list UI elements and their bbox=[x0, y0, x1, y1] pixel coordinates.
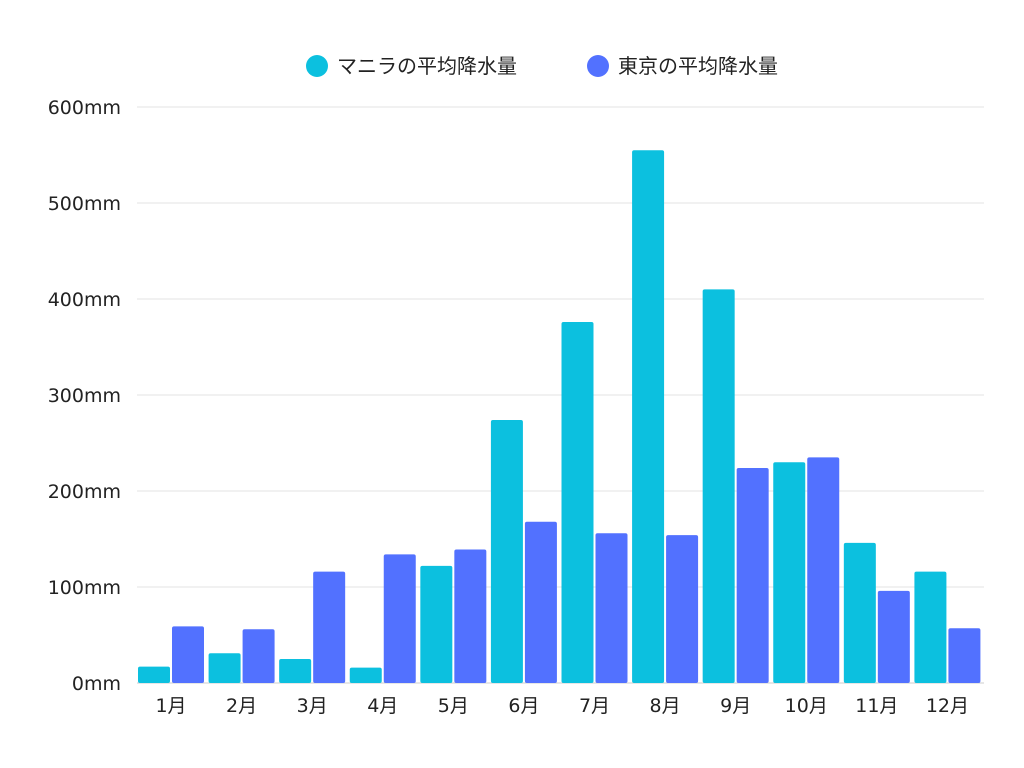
y-axis: 0mm 100mm 200mm 300mm 400mm 500mm 600mm bbox=[48, 97, 121, 695]
bar-manila-11 bbox=[843, 542, 876, 683]
x-tick-label: 12月 bbox=[926, 695, 969, 717]
bar-manila-10 bbox=[773, 462, 806, 683]
bar-tokyo-10 bbox=[807, 457, 840, 683]
bar-tokyo-6 bbox=[524, 521, 557, 683]
x-tick-label: 4月 bbox=[367, 695, 398, 717]
bar-manila-5 bbox=[420, 565, 453, 683]
x-tick-label: 8月 bbox=[650, 695, 681, 717]
bar-tokyo-3 bbox=[313, 571, 346, 683]
x-tick-label: 1月 bbox=[155, 695, 186, 717]
bar-manila-2 bbox=[208, 653, 241, 683]
x-axis: 1月 2月 3月 4月 5月 6月 7月 8月 9月 10月 11月 12月 bbox=[155, 695, 969, 717]
y-tick-label: 400mm bbox=[48, 289, 121, 311]
x-tick-label: 6月 bbox=[508, 695, 539, 717]
bar-tokyo-9 bbox=[736, 467, 769, 683]
x-tick-label: 5月 bbox=[438, 695, 469, 717]
x-tick-label: 3月 bbox=[297, 695, 328, 717]
bar-manila-8 bbox=[632, 150, 665, 683]
bar-tokyo-2 bbox=[242, 629, 275, 683]
x-tick-label: 10月 bbox=[785, 695, 828, 717]
legend-swatch-manila bbox=[306, 55, 328, 77]
y-tick-label: 200mm bbox=[48, 481, 121, 503]
y-tick-label: 0mm bbox=[72, 673, 121, 695]
bar-manila-1 bbox=[138, 666, 170, 683]
y-tick-label: 500mm bbox=[48, 193, 121, 215]
bar-manila-4 bbox=[349, 667, 382, 683]
bars bbox=[138, 150, 981, 683]
y-tick-label: 100mm bbox=[48, 577, 121, 599]
legend-swatch-tokyo bbox=[587, 55, 609, 77]
bar-manila-3 bbox=[279, 659, 312, 683]
bar-manila-12 bbox=[914, 571, 947, 683]
bar-manila-9 bbox=[702, 289, 735, 683]
bar-tokyo-12 bbox=[948, 628, 981, 683]
x-tick-label: 11月 bbox=[855, 695, 898, 717]
y-tick-label: 600mm bbox=[48, 97, 121, 119]
y-tick-label: 300mm bbox=[48, 385, 121, 407]
bar-tokyo-11 bbox=[877, 590, 910, 683]
x-tick-label: 2月 bbox=[226, 695, 257, 717]
x-tick-label: 9月 bbox=[720, 695, 751, 717]
bar-tokyo-8 bbox=[666, 535, 699, 683]
bar-manila-6 bbox=[490, 419, 523, 683]
legend-label-manila: マニラの平均降水量 bbox=[337, 54, 517, 78]
gridlines bbox=[137, 106, 984, 684]
x-tick-label: 7月 bbox=[579, 695, 610, 717]
bar-tokyo-7 bbox=[595, 533, 628, 683]
bar-tokyo-1 bbox=[172, 626, 204, 683]
legend: マニラの平均降水量 東京の平均降水量 bbox=[306, 54, 778, 78]
bar-tokyo-5 bbox=[454, 549, 487, 683]
bar-manila-7 bbox=[561, 322, 594, 683]
bar-tokyo-4 bbox=[383, 554, 416, 683]
legend-label-tokyo: 東京の平均降水量 bbox=[618, 54, 778, 78]
